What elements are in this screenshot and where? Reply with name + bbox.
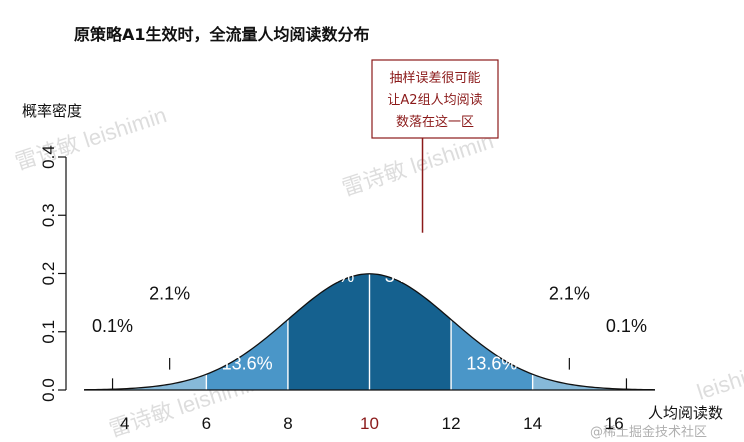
callout-box (371, 59, 499, 139)
region-percent-label: 34.1% (385, 266, 436, 286)
x-tick-label: 8 (283, 414, 292, 433)
x-tick-label: 4 (120, 414, 129, 433)
x-tick-label: 12 (442, 414, 461, 433)
region-area (287, 273, 370, 390)
region-percent-label: 2.1% (549, 284, 590, 304)
callout-text-line: 数落在这一区 (396, 114, 474, 130)
x-tick-label: 14 (523, 414, 542, 433)
region-area (532, 374, 615, 390)
region-percent-label: 0.1% (92, 316, 133, 336)
region-area (124, 374, 207, 390)
y-tick-label: 0.0 (39, 378, 58, 402)
density-curve (83, 273, 656, 391)
x-tick-label: 16 (605, 414, 624, 433)
region-percent-label: 2.1% (149, 284, 190, 304)
credit-text: @稀土掘金技术社区 (590, 424, 707, 440)
region-percent-label: 0.1% (606, 316, 647, 336)
y-tick-label: 0.2 (39, 262, 58, 286)
y-axis-label: 概率密度 (22, 102, 82, 120)
y-tick-label: 0.4 (39, 145, 58, 169)
x-axis-label: 人均阅读数 (648, 404, 723, 422)
chart-title: 原策略A1生效时，全流量人均阅读数分布 (74, 25, 370, 44)
region-area (369, 273, 452, 390)
x-tick-label: 10 (360, 414, 379, 433)
region-percent-label: 13.6% (466, 354, 517, 374)
x-tick-label: 6 (202, 414, 211, 433)
region-percent-label: 13.6% (222, 354, 273, 374)
y-tick-label: 0.1 (39, 320, 58, 344)
watermark: 雷诗敏 leishimin (339, 128, 497, 201)
region-percent-label: 34.1% (303, 266, 354, 286)
watermark: leishimin (694, 355, 744, 405)
plot-area: 0.0 0.1 0.2 0.3 0.4 4 6 8 10 12 14 16 13.6% 34.1% 34.1… (39, 59, 656, 433)
callout-text-line: 让A2组人均阅读 (387, 93, 482, 108)
y-tick-label: 0.3 (39, 203, 58, 227)
callout-text-line: 抽样误差很可能 (389, 71, 480, 86)
